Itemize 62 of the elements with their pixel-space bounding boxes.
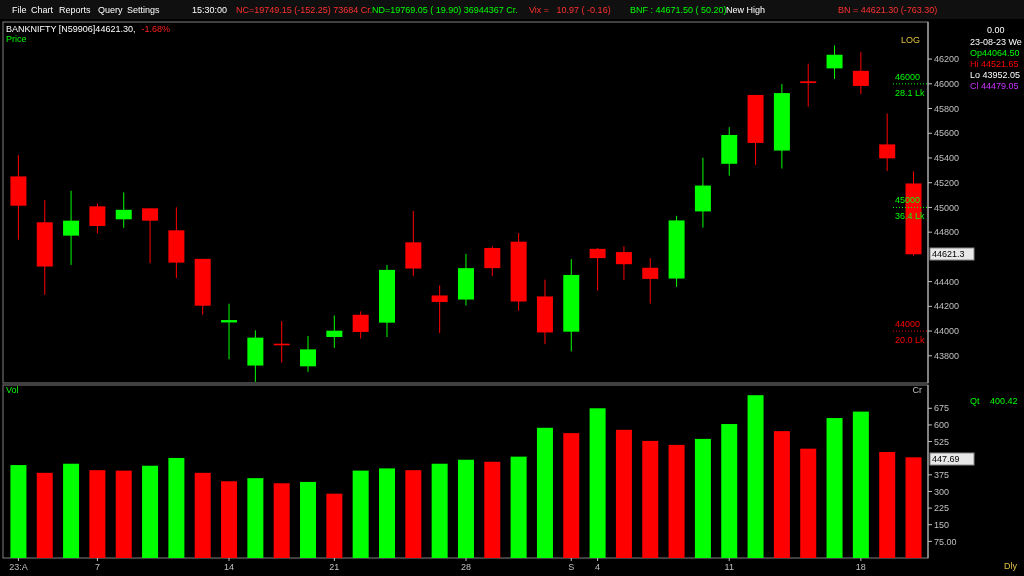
text: 44621.3: [932, 249, 965, 260]
text: 447.69: [932, 454, 960, 465]
ref-line-label: 20.0 Lk: [895, 335, 926, 346]
y-tick-label: 46200: [934, 54, 960, 65]
y-tick-label: 45400: [934, 153, 960, 164]
text: BN = 44621.30 (-763.30): [838, 5, 938, 15]
text: New High: [726, 5, 766, 15]
y-tick-label: 150: [934, 519, 950, 530]
text: NC=19749.15 (-152.25) 73684 Cr.: [236, 5, 373, 15]
x-tick-label: 28: [460, 562, 471, 572]
text: Op44064.50: [970, 48, 1020, 58]
text: 0.00: [987, 25, 1005, 35]
text: Settings: [127, 5, 161, 15]
annotation: Price: [6, 34, 27, 44]
y-tick-label: 44800: [934, 227, 960, 238]
x-tick-label: 7: [94, 562, 100, 572]
y-tick-label: 75.00: [934, 536, 957, 547]
y-tick-label: 375: [934, 469, 950, 480]
x-tick-label: 23:A: [9, 562, 28, 572]
text: Query: [98, 5, 124, 15]
y-tick-label: 44000: [934, 326, 960, 337]
x-tick-label: 4: [595, 562, 601, 572]
y-tick-label: 46000: [934, 78, 960, 89]
ref-line-label: 28.1 Lk: [895, 87, 926, 98]
text: Hi 44521.65: [970, 59, 1019, 69]
y-tick-label: 43800: [934, 350, 960, 361]
annotation: 46000: [895, 71, 921, 82]
text: Cl 44479.05: [970, 81, 1019, 91]
y-tick-label: 45000: [934, 202, 960, 213]
text: Lo 43952.05: [970, 70, 1021, 80]
x-tick-label: 21: [329, 562, 340, 572]
text: 400.42: [990, 396, 1018, 406]
y-tick-label: 525: [934, 436, 950, 447]
text: 23-08-23 We: [970, 37, 1022, 47]
annotation: Cr: [912, 385, 922, 395]
x-tick-label: S: [568, 562, 575, 572]
annotation: LOG: [900, 35, 920, 45]
y-tick-label: 45800: [934, 103, 960, 114]
y-tick-label: 45200: [934, 177, 960, 188]
chart-title: BANKNIFTY [N59906]44621.30,: [6, 24, 136, 34]
text: Dly: [1004, 561, 1018, 571]
y-tick-label: 44400: [934, 276, 960, 287]
annotation: 44000: [895, 319, 921, 330]
y-tick-label: 44200: [934, 301, 960, 312]
y-tick-label: 225: [934, 503, 950, 514]
text: BNF : 44671.50 ( 50.20): [630, 5, 727, 15]
text: Vix = 10.97 ( -0.16): [529, 5, 611, 15]
text: Qt: [970, 396, 980, 406]
y-tick-label: 45600: [934, 128, 960, 139]
text: ND=19769.05 ( 19.90) 36944367 Cr.: [372, 5, 518, 15]
text: File: [12, 5, 27, 15]
y-tick-label: 600: [934, 420, 950, 431]
x-tick-label: 18: [855, 562, 866, 572]
y-tick-label: 675: [934, 403, 950, 414]
text: 15:30:00: [192, 5, 228, 15]
y-tick-label: 300: [934, 486, 950, 497]
text: Reports: [59, 5, 92, 15]
chart-subtitle: -1.68%: [141, 24, 170, 34]
annotation: Vol: [6, 385, 19, 395]
x-tick-label: 11: [724, 562, 734, 572]
text: Chart: [31, 5, 54, 15]
x-tick-label: 14: [224, 562, 235, 572]
